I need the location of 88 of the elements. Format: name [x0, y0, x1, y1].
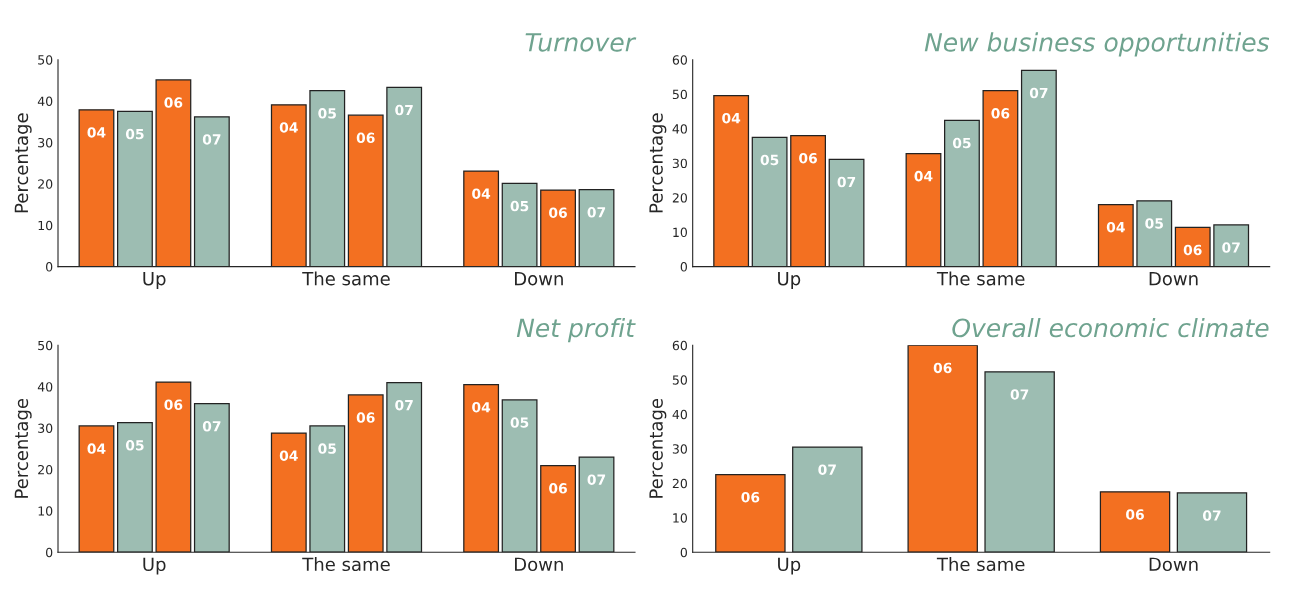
chart-title: Net profit: [516, 317, 636, 343]
series-label: 05: [1145, 218, 1163, 229]
series-label: 06: [549, 207, 567, 218]
y-axis-title: Percentage: [649, 398, 667, 498]
chart-title: Turnover: [525, 33, 637, 52]
y-tick-label: 0: [46, 262, 53, 272]
series-label: 07: [837, 176, 856, 188]
text: 07: [395, 104, 413, 116]
text: 07: [202, 421, 221, 432]
y-tick-label: 50: [38, 340, 53, 351]
text: 06: [799, 152, 817, 164]
text: 04: [472, 401, 491, 413]
y-tick-label: 10: [673, 227, 687, 238]
text: 04: [722, 112, 741, 124]
series-label: 04: [87, 443, 106, 454]
text: 05: [510, 200, 529, 212]
x-tick-label: Up: [143, 272, 166, 289]
text: 06: [933, 362, 952, 374]
text: 04: [279, 122, 298, 133]
text: 05: [318, 443, 336, 454]
y-tick-label: 20: [38, 179, 53, 189]
y-tick-label: 40: [672, 124, 687, 134]
text: 06: [356, 132, 375, 144]
series-label: 05: [125, 128, 144, 140]
text: 06: [356, 412, 375, 423]
y-tick-label: 40: [37, 382, 53, 392]
series-label: 04: [1106, 221, 1125, 233]
text: 07: [202, 134, 221, 145]
y-tick-label: 30: [672, 158, 687, 169]
x-tick-label: Up: [778, 557, 801, 575]
y-tick-label: 20: [672, 193, 687, 203]
y-tick-label: 20: [672, 478, 687, 489]
text: 06: [1126, 509, 1144, 520]
text: 07: [1029, 87, 1048, 99]
chart-title: New business opportunities: [924, 32, 1270, 57]
x-tick-label: Up: [778, 272, 801, 289]
y-tick-label: 0: [680, 262, 687, 272]
text: 05: [510, 417, 529, 428]
text: 07: [395, 399, 413, 411]
series-label: 07: [587, 207, 606, 218]
y-tick-label: 30: [38, 137, 53, 148]
text: 05: [318, 108, 336, 119]
series-label: 06: [549, 483, 567, 494]
y-tick-label: 40: [672, 409, 687, 420]
y-tick-label: 10: [38, 220, 53, 231]
text: 06: [1183, 244, 1202, 256]
text: 06: [164, 399, 183, 410]
x-tick-label: Down: [1149, 272, 1198, 286]
text: 06: [164, 97, 183, 108]
x-tick-label: Down: [515, 557, 563, 572]
y-tick-label: 50: [38, 55, 53, 65]
x-tick-label: The same: [302, 557, 390, 572]
text: 07: [1202, 510, 1221, 521]
y-tick-label: 50: [672, 375, 687, 385]
y-tick-label: 60: [672, 340, 687, 351]
series-label: 04: [87, 127, 106, 138]
text: 04: [914, 170, 933, 182]
y-tick-label: 10: [673, 513, 687, 523]
y-tick-label: 0: [46, 547, 53, 558]
y-tick-label: 30: [672, 444, 687, 454]
x-tick-label: The same: [936, 557, 1025, 572]
y-axis-title: Percentage: [14, 398, 32, 498]
x-tick-label: The same: [936, 271, 1025, 286]
text: 07: [1222, 242, 1240, 253]
text: 04: [279, 450, 298, 461]
chart-title: Overall economic climate: [952, 317, 1269, 338]
y-axis-title: Percentage: [14, 113, 32, 213]
x-tick-label: Down: [1149, 557, 1198, 572]
text: 05: [760, 154, 779, 166]
text: 04: [472, 188, 491, 199]
series-label: 06: [991, 108, 1010, 119]
y-tick-label: 20: [38, 464, 53, 475]
series-label: 06: [741, 491, 760, 503]
series-label: 05: [125, 440, 144, 451]
x-tick-label: The same: [302, 271, 390, 286]
series-label: 07: [587, 474, 606, 485]
x-tick-label: Down: [515, 272, 563, 286]
y-tick-label: 30: [38, 423, 53, 433]
series-label: 07: [818, 464, 836, 475]
y-tick-label: 50: [672, 89, 687, 100]
text: 07: [1010, 389, 1029, 400]
y-tick-label: 0: [680, 547, 687, 558]
y-axis-title: Percentage: [649, 113, 667, 213]
y-tick-label: 10: [38, 506, 53, 516]
text: 05: [952, 137, 971, 149]
y-tick-label: 40: [37, 96, 53, 107]
y-tick-label: 60: [672, 55, 687, 65]
x-tick-label: Up: [143, 557, 166, 575]
